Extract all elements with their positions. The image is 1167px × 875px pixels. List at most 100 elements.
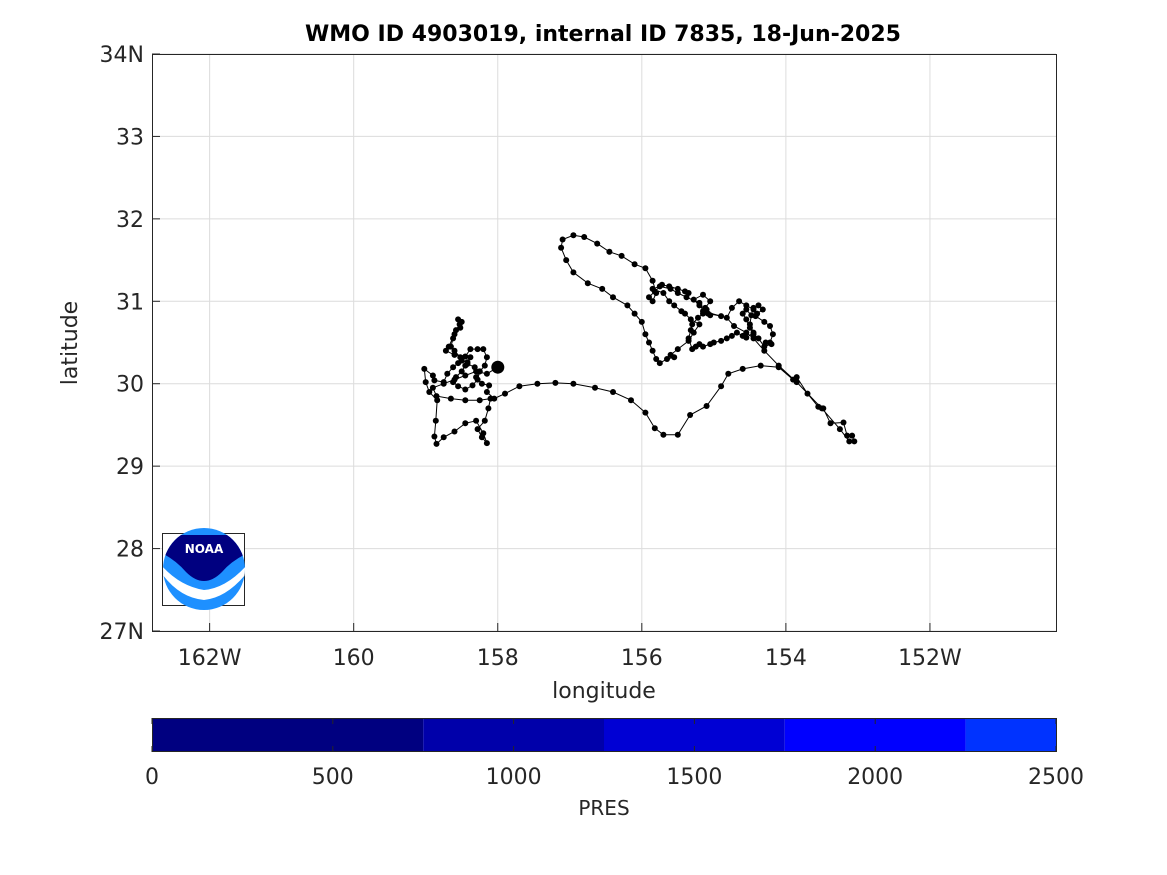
profile-point: [750, 335, 757, 342]
profile-point: [440, 379, 447, 386]
profile-point: [447, 395, 454, 402]
profile-point: [700, 291, 706, 298]
profile-point: [748, 312, 755, 319]
profile-point: [664, 356, 670, 362]
profile-point: [666, 298, 673, 305]
profile-point: [450, 379, 457, 386]
profile-point: [755, 302, 762, 309]
colorbar-tick-label: 1000: [486, 765, 542, 790]
profile-point: [656, 360, 663, 367]
profile-point: [624, 302, 631, 309]
plot-background: [152, 54, 1056, 631]
profile-point: [660, 431, 667, 438]
profile-point: [761, 343, 768, 350]
profile-point: [422, 379, 429, 386]
profile-point: [761, 347, 768, 354]
profile-point: [728, 304, 735, 311]
profile-point: [851, 438, 858, 445]
profile-point: [451, 347, 458, 354]
profile-point: [483, 389, 490, 395]
profile-point: [642, 409, 649, 416]
profile-point: [750, 304, 757, 311]
profile-point: [733, 329, 740, 336]
chart-title: WMO ID 4903019, internal ID 7835, 18-Jun…: [305, 22, 901, 47]
profile-point: [474, 346, 481, 353]
profile-point: [739, 365, 746, 372]
profile-point: [649, 347, 656, 354]
profile-point: [516, 383, 523, 390]
profile-point: [431, 377, 438, 384]
colorbar-band: [965, 718, 1056, 752]
profile-point: [444, 370, 451, 377]
profile-point: [429, 372, 436, 379]
colorbar-frame: [152, 718, 1057, 752]
profile-point: [584, 280, 591, 287]
profile-point: [462, 353, 469, 360]
profile-point: [739, 310, 746, 317]
x-axis-label: longitude: [552, 679, 656, 704]
profile-point: [755, 335, 762, 342]
profile-point: [703, 403, 710, 409]
noaa-logo: NOAA: [162, 528, 245, 610]
profile-point: [429, 384, 436, 391]
profile-point: [674, 346, 681, 353]
profile-point: [559, 236, 566, 243]
profile-point: [660, 290, 667, 296]
profile-point: [432, 417, 439, 424]
profile-point: [718, 383, 725, 390]
y-tick-label: 33: [116, 125, 144, 150]
profile-point: [775, 362, 782, 369]
profile-point: [440, 434, 447, 441]
profile-point: [757, 362, 764, 369]
y-tick-label: 32: [116, 208, 144, 233]
profile-point: [581, 234, 588, 240]
profile-point: [690, 329, 697, 336]
profile-point: [793, 379, 800, 386]
profile-point: [707, 341, 714, 348]
profile-point: [552, 379, 559, 386]
profile-point: [599, 285, 606, 292]
profile-point: [761, 318, 768, 325]
profile-point: [649, 298, 656, 305]
y-tick-label: 27N: [100, 620, 144, 645]
plot-area: [152, 53, 1057, 632]
profile-point: [671, 354, 678, 361]
profile-point: [731, 323, 737, 329]
profile-point: [442, 347, 449, 354]
profile-point: [467, 346, 474, 353]
logo-text: NOAA: [185, 542, 224, 556]
profile-point: [674, 290, 681, 296]
profile-point: [649, 277, 656, 284]
profile-points: [421, 232, 858, 447]
profile-point: [450, 364, 457, 371]
profile-point: [739, 332, 746, 339]
colorbar-bands: [152, 718, 1056, 752]
profile-point: [481, 417, 488, 424]
profile-point: [793, 374, 800, 381]
profile-point: [685, 337, 692, 344]
profile-point: [689, 321, 696, 328]
x-axis-ticks: 162W 160 158 156 154 152W: [178, 623, 962, 671]
profile-point: [483, 370, 490, 377]
profile-point: [844, 432, 851, 439]
profile-point: [687, 412, 694, 418]
x-tick-label: 154: [765, 646, 807, 671]
profile-point: [638, 318, 645, 325]
profile-point: [718, 313, 725, 320]
profile-point: [610, 389, 616, 395]
profile-point: [653, 356, 660, 362]
noaa-emblem-icon: [163, 528, 245, 610]
profile-point: [455, 383, 462, 390]
profile-point: [480, 346, 487, 353]
profile-point: [483, 440, 490, 447]
profile-point: [462, 420, 469, 427]
profile-point: [659, 281, 665, 288]
profile-point: [426, 389, 433, 395]
profile-point: [476, 368, 483, 375]
profile-point: [480, 430, 487, 437]
y-axis-ticks: 27N 28 29 30 31 32 33 34N: [100, 43, 160, 645]
profile-point: [674, 285, 681, 292]
profile-point: [534, 380, 541, 387]
profile-point: [473, 417, 480, 424]
profile-point: [646, 294, 652, 301]
